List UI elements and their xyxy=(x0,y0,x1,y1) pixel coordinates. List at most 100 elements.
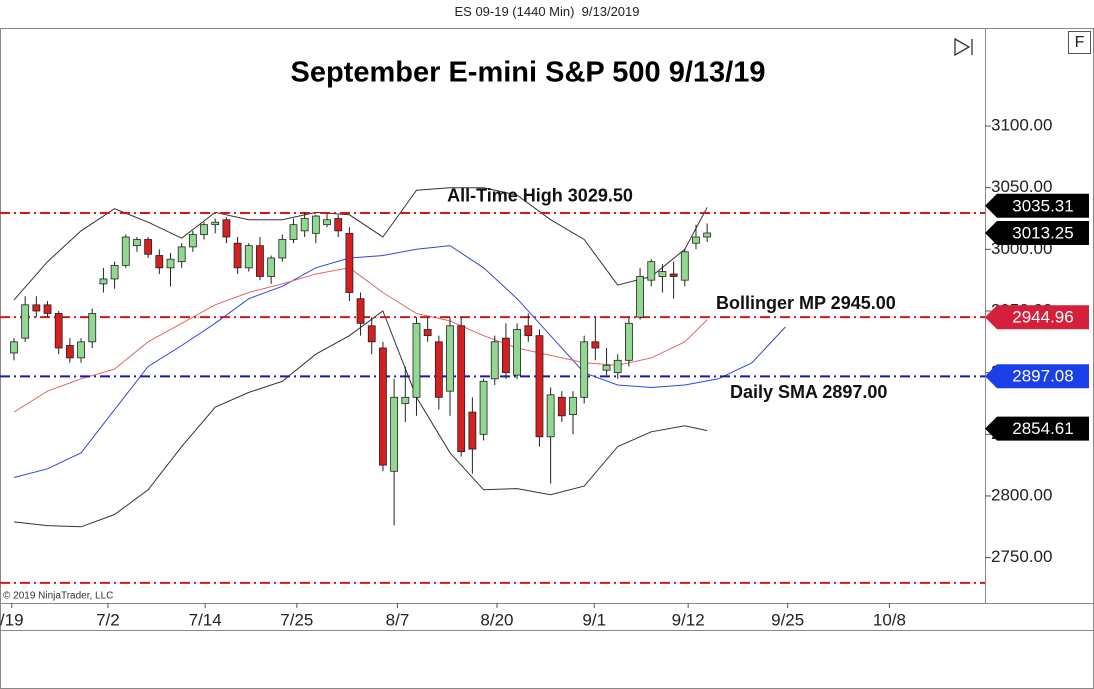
candle-body xyxy=(535,335,544,438)
plot-area xyxy=(0,187,985,584)
price-marker-label: 2944.96 xyxy=(1012,308,1073,327)
price-marker-label: 2897.08 xyxy=(1012,367,1073,386)
candle-body xyxy=(546,394,555,438)
candle-body xyxy=(669,273,678,277)
candle-body xyxy=(524,325,533,337)
x-tick-label: 10/8 xyxy=(873,610,906,629)
indicator-line xyxy=(13,267,708,413)
candle-body xyxy=(613,359,622,374)
candle-body xyxy=(110,264,119,280)
price-marker xyxy=(985,221,1089,246)
candle-body xyxy=(423,329,432,337)
candle-body xyxy=(401,396,410,404)
candle-body xyxy=(256,245,264,277)
candle-body xyxy=(334,218,343,232)
candle-body xyxy=(32,304,41,312)
x-tick-label: 7/2 xyxy=(96,610,120,629)
candle-body xyxy=(311,215,320,234)
y-tick-label: 2750.00 xyxy=(991,547,1052,566)
candle-body xyxy=(233,242,242,269)
candle-body xyxy=(21,304,30,339)
candle-body xyxy=(580,341,589,398)
candle-body xyxy=(177,246,186,263)
candle-body xyxy=(658,271,667,277)
candle-body xyxy=(54,313,63,349)
candle-body xyxy=(569,396,577,415)
candle-body xyxy=(244,245,253,269)
candle-body xyxy=(703,232,712,238)
annotation: Daily SMA 2897.00 xyxy=(730,382,887,402)
candle-body xyxy=(625,322,633,361)
y-tick-label: 2800.00 xyxy=(991,485,1052,504)
candle-body xyxy=(300,218,309,232)
copyright: © 2019 NinjaTrader, LLC xyxy=(3,591,113,602)
candle-body xyxy=(222,219,231,238)
candle-body xyxy=(680,251,689,281)
candle-body xyxy=(502,337,510,374)
candle-body xyxy=(479,380,488,435)
price-marker xyxy=(985,193,1089,218)
candle-body xyxy=(278,239,287,259)
x-tick-label: 9/1 xyxy=(582,610,606,629)
candle-body xyxy=(155,255,164,269)
annotation: Bollinger MP 2945.00 xyxy=(716,293,896,313)
x-tick-label: 7/25 xyxy=(280,610,313,629)
chart-title: September E-mini S&P 500 9/13/19 xyxy=(291,57,766,89)
candle-body xyxy=(356,298,365,324)
x-tick-label: 8/7 xyxy=(386,610,410,629)
candle-body xyxy=(457,325,466,452)
candle-body xyxy=(323,219,331,226)
candle-body xyxy=(166,258,175,269)
candle-body xyxy=(557,396,566,417)
annotation: All-Time High 3029.50 xyxy=(447,186,633,206)
candle-body xyxy=(379,347,387,466)
price-marker xyxy=(985,364,1089,389)
candle-body xyxy=(267,257,276,277)
y-tick-label: 3050.00 xyxy=(991,177,1052,196)
candle-body xyxy=(367,325,376,343)
candle-body xyxy=(211,221,220,226)
candle-body xyxy=(412,322,421,398)
x-tick-label: 9/12 xyxy=(672,610,705,629)
price-marker-label: 2854.61 xyxy=(1012,419,1073,438)
candle-body xyxy=(692,236,700,244)
price-marker xyxy=(985,305,1089,330)
chart-header: ES 09-19 (1440 Min) 9/13/2019 xyxy=(454,4,640,19)
x-tick-label: /19 xyxy=(0,610,24,629)
scroll-end-icon[interactable] xyxy=(954,37,973,57)
candle-body xyxy=(65,345,74,359)
candle-body xyxy=(88,313,97,343)
button-label[interactable]: F xyxy=(1075,34,1085,51)
price-marker-label: 3035.31 xyxy=(1012,196,1073,215)
candle-body xyxy=(121,236,130,266)
candle-body xyxy=(446,325,454,392)
candle-body xyxy=(602,364,611,371)
price-marker-label: 3013.25 xyxy=(1012,223,1073,242)
frame xyxy=(0,28,1094,689)
candle-body xyxy=(636,276,644,318)
indicator-line xyxy=(13,187,708,301)
candle-body xyxy=(513,329,521,376)
candle-body xyxy=(99,278,108,285)
candle-body xyxy=(43,304,52,314)
candle-body xyxy=(10,341,18,354)
button[interactable] xyxy=(1068,31,1091,54)
candle-body xyxy=(647,261,656,281)
candle-body xyxy=(188,234,197,248)
price-marker xyxy=(985,416,1089,441)
x-tick-label: 7/14 xyxy=(189,610,222,629)
candle-body xyxy=(345,232,354,293)
candle-body xyxy=(390,396,399,472)
candle-body xyxy=(77,341,85,359)
candle-body xyxy=(289,224,298,240)
x-tick-label: 9/25 xyxy=(771,610,804,629)
y-tick-label: 3100.00 xyxy=(991,116,1052,135)
indicator-line xyxy=(13,310,708,528)
candle-body xyxy=(144,239,153,255)
candle-body xyxy=(468,411,477,450)
candle-body xyxy=(490,341,499,380)
candle-body xyxy=(133,239,141,247)
candle-body xyxy=(200,224,208,235)
